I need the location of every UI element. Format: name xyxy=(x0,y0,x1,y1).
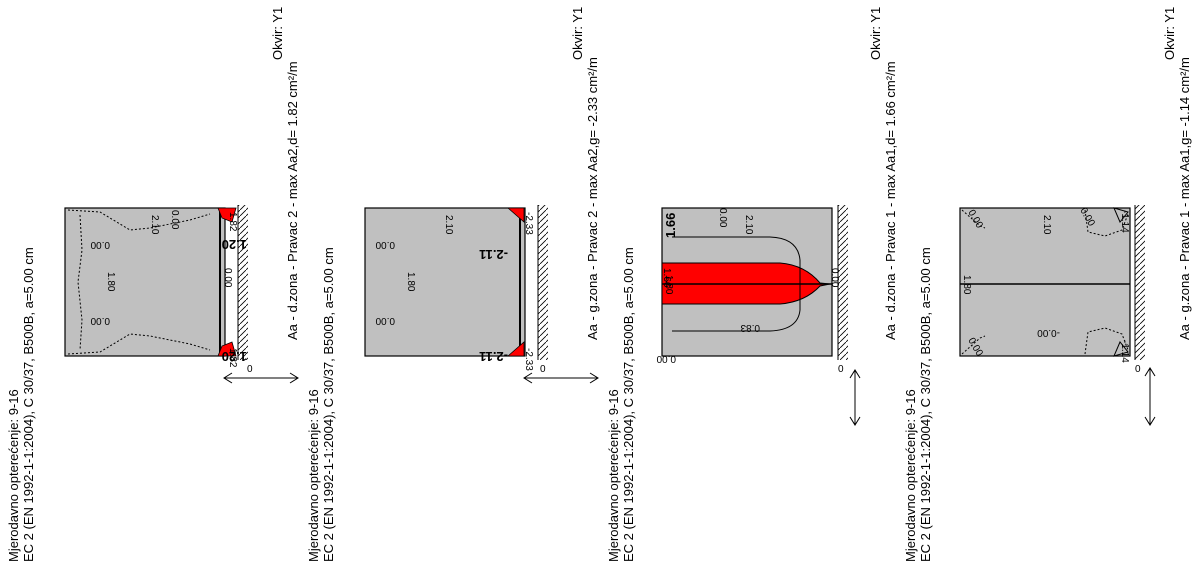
panel-1-highlight-top xyxy=(217,207,237,223)
panel-1-support-hatch xyxy=(238,205,248,360)
panel-3-result-label: Aa - d.zona - Pravac 1 - max Aa1,d= 1.66… xyxy=(883,61,898,340)
panel-2-highlight-bot xyxy=(506,341,525,357)
panel-2-val-bl: 0.00 xyxy=(375,315,395,326)
panel-3-dim-left: 1.80 xyxy=(663,275,674,295)
panel-4-frame-label: Okvir: Y1 xyxy=(1162,7,1177,60)
panel-4-support-hatch xyxy=(1135,205,1145,360)
panel-1-highlight-bot xyxy=(217,341,237,357)
panel-1-val-corner-bot: 1.82 xyxy=(227,348,238,368)
panel-2-val-corner-bot: -2.33 xyxy=(523,348,534,371)
panel-2-zero: 0 xyxy=(540,364,546,375)
panel-2-val-tl: 0.00 xyxy=(375,239,395,250)
panel-2-val-edge-top: -2.11 xyxy=(479,247,508,262)
panel-4-arrow xyxy=(1144,367,1156,426)
panel-4-marker-top xyxy=(1113,207,1129,223)
panel-3-val-contour: 0.83 xyxy=(740,322,760,333)
panel-1-frame-label: Okvir: Y1 xyxy=(270,7,285,60)
panel-2-result-label: Aa - g.zona - Pravac 2 - max Aa2,g= -2.3… xyxy=(585,57,600,340)
panel-4-contour xyxy=(961,209,986,229)
panel-4-val-corner-top: -1.14 xyxy=(1119,210,1130,233)
panel-1-contour xyxy=(67,333,211,355)
panel-3-val-peak-small: 1.66 xyxy=(661,268,672,288)
panel-2: Mjerodavno opterećenje: 9-16 EC 2 (EN 19… xyxy=(306,7,600,562)
panel-2-frame-label: Okvir: Y1 xyxy=(570,7,585,60)
panel-2-title-line2: EC 2 (EN 1992-1-1:2004), C 30/37, B500B,… xyxy=(321,247,336,562)
panel-3-val-peak: 1.66 xyxy=(663,213,678,238)
panel-1-arrow xyxy=(223,372,299,384)
panel-1-title-line2: EC 2 (EN 1992-1-1:2004), C 30/37, B500B,… xyxy=(21,247,36,562)
panel-1-contour xyxy=(67,209,211,231)
panel-3: Mjerodavno opterećenje: 9-16 EC 2 (EN 19… xyxy=(606,7,898,562)
panel-1-title-line1: Mjerodavno opterećenje: 9-16 xyxy=(6,389,21,562)
panel-1-result-label: Aa - d.zona - Pravac 2 - max Aa2,d= 1.82… xyxy=(285,61,300,340)
panel-1-zero: 0 xyxy=(247,364,253,375)
panel-1-dim-left: 1.80 xyxy=(105,272,116,292)
panel-3-val-right: 0.00 xyxy=(829,268,840,288)
panel-3-zero: 0 xyxy=(838,364,844,375)
panel-4-val-bot-mid: -0.00 xyxy=(1037,327,1060,338)
panel-2-dim-left: 1.80 xyxy=(405,272,416,292)
panel-1-dim-top: 2.10 xyxy=(149,215,160,235)
panel-3-val-bl: 0.00 xyxy=(656,353,676,364)
panel-3-support-hatch xyxy=(838,205,848,360)
panel-4-val-corner-bot: -1.14 xyxy=(1119,340,1130,363)
panel-4-title-line1: Mjerodavno opterećenje: 9-16 xyxy=(903,389,918,562)
panel-3-frame-label: Okvir: Y1 xyxy=(868,7,883,60)
panel-2-plate xyxy=(364,207,526,357)
panel-4-dim-top: 2.10 xyxy=(1041,215,1052,235)
panel-2-title-line1: Mjerodavno opterećenje: 9-16 xyxy=(306,389,321,562)
panel-1-val-edge-bot: 1.20 xyxy=(222,349,247,364)
panel-2-support-hatch xyxy=(538,205,548,360)
panel-4-zero: 0 xyxy=(1135,364,1141,375)
panel-1-val-edge-top: 1.20 xyxy=(222,237,247,252)
panel-3-title-line2: EC 2 (EN 1992-1-1:2004), C 30/37, B500B,… xyxy=(621,247,636,562)
panel-2-arrow xyxy=(523,372,599,384)
panel-4-contour xyxy=(961,335,986,355)
panel-3-dim-top: 2.10 xyxy=(743,215,754,235)
panel-4-dim-left: 1.80 xyxy=(961,275,972,295)
panel-1-val-tl: 0.00 xyxy=(90,239,110,250)
panel-1-plate xyxy=(64,207,226,357)
panel-2-highlight-top xyxy=(506,207,525,223)
panel-4-title-line2: EC 2 (EN 1992-1-1:2004), C 30/37, B500B,… xyxy=(918,247,933,562)
panel-1: Mjerodavno opterećenje: 9-16 EC 2 (EN 19… xyxy=(6,7,300,562)
panel-4: Mjerodavno opterećenje: 9-16 EC 2 (EN 19… xyxy=(903,7,1192,562)
panel-3-contour xyxy=(672,236,801,332)
panel-4-marker-bot xyxy=(1113,341,1129,357)
panel-3-val-tl: 0.00 xyxy=(717,208,728,228)
panel-1-val-corner-top: 1.82 xyxy=(227,212,238,232)
panel-4-result-label: Aa - g.zona - Pravac 1 - max Aa1,g= -1.1… xyxy=(1177,57,1192,340)
panel-2-dim-top: 2.10 xyxy=(443,215,454,235)
panel-2-val-corner-top: -2.33 xyxy=(523,212,534,235)
panel-3-title-line1: Mjerodavno opterećenje: 9-16 xyxy=(606,389,621,562)
panel-1-val-center: 0.00 xyxy=(222,268,233,288)
panel-3-arrow xyxy=(849,369,861,426)
panel-4-plate xyxy=(959,207,1131,357)
panel-2-val-edge-bot: -2.11 xyxy=(479,349,508,364)
panel-1-val-top-small: 0.00 xyxy=(169,210,180,230)
panel-1-val-bl: 0.00 xyxy=(90,315,110,326)
